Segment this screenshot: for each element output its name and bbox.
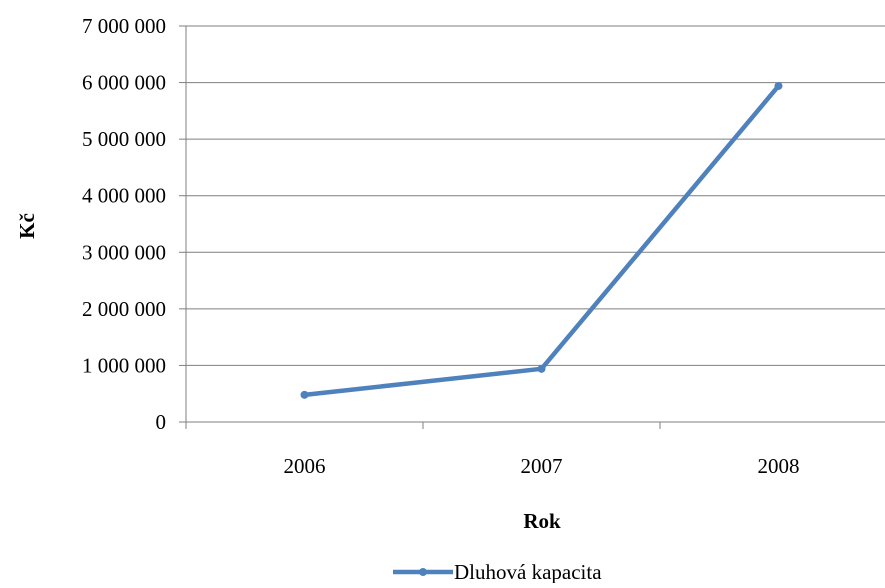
y-tick-label: 4 000 000 [82, 184, 166, 208]
y-tick-label: 5 000 000 [82, 127, 166, 151]
x-tick-label: 2007 [521, 454, 563, 478]
series-line [302, 83, 781, 398]
y-tick-labels: 0 1 000 000 2 000 000 3 000 000 4 000 000 5 0… [82, 14, 166, 434]
data-point [537, 364, 546, 373]
y-tick-label: 6 000 000 [82, 71, 166, 95]
y-tick-label: 3 000 000 [82, 240, 166, 264]
y-tick-label: 2 000 000 [82, 297, 166, 321]
y-axis-title: Kč [15, 213, 39, 239]
gridlines [186, 25, 885, 366]
x-tick-label: 2008 [758, 454, 800, 478]
x-tick-labels: 2006 2007 2008 [284, 454, 800, 478]
legend-marker [419, 568, 427, 576]
y-tick-label: 0 [156, 410, 167, 434]
legend: Dluhová kapacita [393, 560, 602, 584]
data-point [774, 81, 783, 90]
axes [179, 25, 885, 429]
plot-area [300, 81, 783, 399]
x-tick-label: 2006 [284, 454, 326, 478]
y-tick-label: 7 000 000 [82, 14, 166, 38]
x-axis-title: Rok [523, 509, 561, 533]
legend-label: Dluhová kapacita [454, 560, 602, 583]
data-point [300, 390, 309, 399]
y-tick-label: 1 000 000 [82, 353, 166, 377]
